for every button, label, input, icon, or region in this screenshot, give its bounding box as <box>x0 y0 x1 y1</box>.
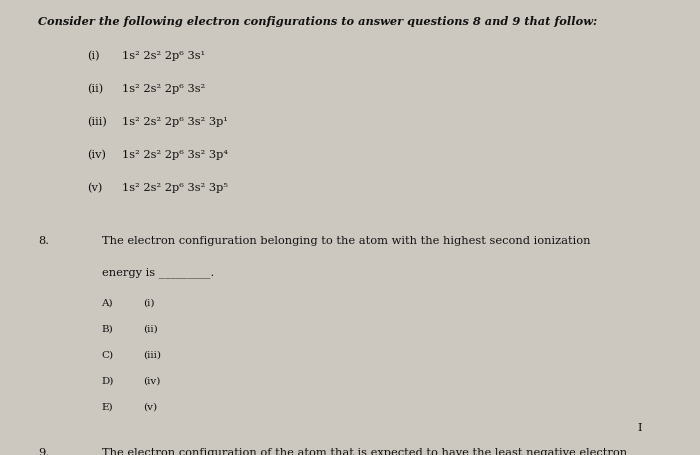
Text: 1s² 2s² 2p⁶ 3s²: 1s² 2s² 2p⁶ 3s² <box>122 84 206 94</box>
Text: (ii): (ii) <box>88 84 104 95</box>
Text: The electron configuration belonging to the atom with the highest second ionizat: The electron configuration belonging to … <box>102 236 590 246</box>
Text: (iv): (iv) <box>88 150 106 160</box>
Text: (i): (i) <box>144 298 155 308</box>
Text: 1s² 2s² 2p⁶ 3s² 3p¹: 1s² 2s² 2p⁶ 3s² 3p¹ <box>122 117 228 127</box>
Text: B): B) <box>102 324 113 334</box>
Text: Consider the following electron configurations to answer questions 8 and 9 that : Consider the following electron configur… <box>38 16 598 27</box>
Text: (iv): (iv) <box>144 377 161 386</box>
Text: C): C) <box>102 351 113 359</box>
Text: (iii): (iii) <box>144 351 162 359</box>
Text: D): D) <box>102 377 114 386</box>
Text: E): E) <box>102 403 113 412</box>
Text: I: I <box>637 423 641 433</box>
Text: 1s² 2s² 2p⁶ 3s² 3p⁴: 1s² 2s² 2p⁶ 3s² 3p⁴ <box>122 150 228 160</box>
Text: (iii): (iii) <box>88 117 107 127</box>
Text: A): A) <box>102 298 113 308</box>
Text: energy is _________.: energy is _________. <box>102 268 214 278</box>
Text: The electron configuration of the atom that is expected to have the least negati: The electron configuration of the atom t… <box>102 448 626 455</box>
Text: 9.: 9. <box>38 448 50 455</box>
Text: 1s² 2s² 2p⁶ 3s² 3p⁵: 1s² 2s² 2p⁶ 3s² 3p⁵ <box>122 183 228 193</box>
Text: (ii): (ii) <box>144 324 158 334</box>
Text: 1s² 2s² 2p⁶ 3s¹: 1s² 2s² 2p⁶ 3s¹ <box>122 51 206 61</box>
Text: (i): (i) <box>88 51 100 62</box>
Text: (v): (v) <box>88 183 103 193</box>
Text: (v): (v) <box>144 403 158 412</box>
Text: 8.: 8. <box>38 236 50 246</box>
